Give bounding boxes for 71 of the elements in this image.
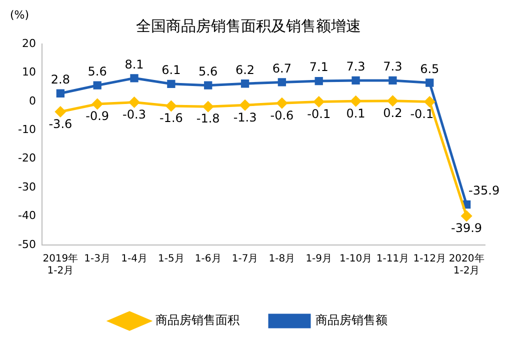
- x-tick-label: 2020年 1-2月: [448, 252, 484, 277]
- x-tick-label: 1-7月: [232, 254, 258, 265]
- data-label: -1.3: [233, 110, 257, 124]
- data-label: 5.6: [88, 64, 107, 78]
- y-tick-label: -40: [18, 209, 36, 222]
- point: [202, 101, 214, 112]
- data-label: 6.2: [235, 62, 255, 77]
- chart-title: 全国商品房销售面积及销售额增速: [136, 16, 361, 35]
- data-label: -0.1: [307, 106, 331, 121]
- x-tick-label: 1-3月: [84, 254, 111, 265]
- point: [92, 98, 103, 110]
- data-label: 0.2: [383, 106, 402, 120]
- point: [93, 81, 102, 90]
- data-label: -0.3: [122, 107, 146, 122]
- point: [388, 76, 397, 85]
- y-tick-label: -20: [18, 152, 36, 165]
- legend-label: 商品房销售额: [316, 313, 388, 328]
- point: [350, 96, 362, 106]
- point: [240, 80, 250, 88]
- data-label: 2.8: [50, 72, 70, 87]
- point: [387, 96, 398, 106]
- data-label: -0.1: [410, 106, 434, 121]
- point: [276, 98, 288, 108]
- x-tick-label: 1-4月: [121, 254, 148, 265]
- point: [204, 81, 212, 90]
- point: [314, 96, 324, 107]
- x-tick-label: 1-6月: [194, 254, 222, 265]
- point: [461, 210, 472, 222]
- point: [240, 100, 250, 110]
- y-tick-label: -10: [18, 123, 36, 136]
- data-label: -0.6: [270, 108, 294, 122]
- point: [424, 96, 435, 107]
- y-tick-label: -50: [18, 238, 36, 251]
- y-tick-label: 10: [22, 66, 36, 79]
- y-axis-title: (%): [10, 8, 30, 22]
- data-label: -1.8: [196, 112, 220, 126]
- data-label: -1.6: [159, 111, 183, 126]
- point: [129, 97, 140, 108]
- x-tick-label: 1-5月: [158, 254, 184, 265]
- point: [56, 89, 65, 98]
- x-tick-label: 1-11月: [376, 254, 410, 265]
- point: [278, 78, 286, 86]
- point: [55, 106, 66, 118]
- data-label: 0.1: [346, 106, 366, 120]
- point: [130, 74, 138, 82]
- data-label: 7.1: [309, 60, 328, 74]
- point: [314, 76, 323, 86]
- data-label: 7.3: [383, 60, 402, 74]
- data-label: 6.7: [272, 61, 292, 76]
- legend-label: 商品房销售面积: [156, 313, 240, 328]
- x-tick-label: 1-12月: [413, 254, 446, 265]
- x-tick-label: 1-9月: [306, 254, 332, 265]
- data-label: 6.5: [420, 62, 440, 76]
- point: [352, 76, 360, 85]
- data-label: -35.9: [468, 184, 500, 198]
- data-label: 7.3: [346, 60, 366, 74]
- y-tick-label: 20: [22, 36, 36, 50]
- y-tick-label: -30: [18, 180, 36, 194]
- data-label: 6.1: [162, 63, 181, 78]
- data-label: 8.1: [124, 57, 144, 72]
- point: [167, 80, 176, 88]
- x-tick-label: 1-8月: [268, 254, 296, 265]
- data-label: -39.9: [451, 221, 482, 236]
- data-label: 5.6: [198, 64, 218, 78]
- point: [426, 78, 434, 87]
- point: [166, 100, 176, 112]
- y-tick-label: 0: [28, 94, 36, 108]
- data-label: -3.6: [48, 116, 72, 131]
- x-tick-label: 2019年 1-2月: [42, 252, 78, 277]
- x-tick-label: 1-10月: [339, 254, 372, 265]
- data-label: -0.9: [86, 109, 110, 124]
